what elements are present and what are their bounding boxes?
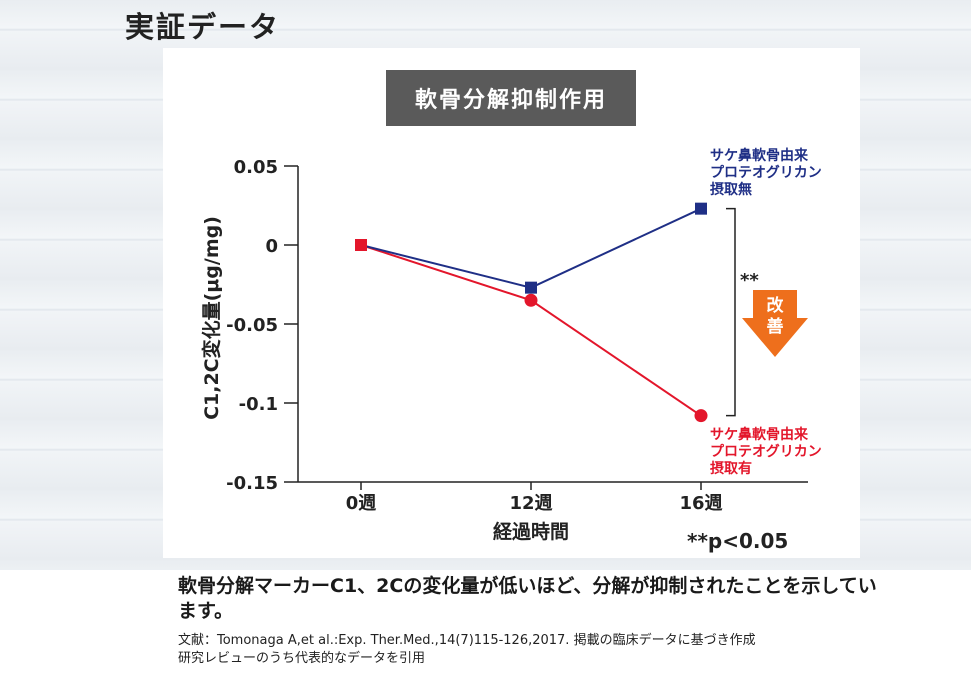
improvement-arrow — [742, 290, 808, 357]
y-tick-label: 0 — [265, 236, 278, 257]
y-axis-label: C1,2C変化量(μg/mg) — [200, 216, 223, 420]
data-point — [694, 409, 708, 423]
y-ticks: 0.05 0 -0.05 -0.1 -0.15 — [226, 157, 298, 494]
y-tick-label: -0.05 — [226, 315, 278, 336]
x-ticks: 0週 12週 16週 — [346, 482, 723, 514]
series-line-without — [360, 207, 702, 289]
series-label-line: サケ鼻軟骨由来 — [710, 147, 809, 164]
x-tick-label: 12週 — [509, 493, 552, 514]
reference-text: 文献：Tomonaga A,et al.:Exp. Ther.Med.,14(7… — [178, 632, 898, 668]
significance-bracket — [726, 207, 736, 417]
x-tick-label: 0週 — [346, 493, 377, 514]
chart-annotations: ** 改善 **p<0.05 — [687, 207, 808, 553]
y-tick-label: -0.1 — [239, 394, 278, 415]
series-label-line: サケ鼻軟骨由来 — [710, 426, 809, 443]
improvement-text-2: 善 — [767, 316, 784, 337]
data-point — [524, 293, 538, 307]
series-label-line: 摂取無 — [710, 181, 752, 198]
x-axis-label: 経過時間 — [493, 520, 569, 543]
p-value-note: **p<0.05 — [687, 529, 788, 553]
chart-panel — [163, 48, 860, 558]
series-label-line: 摂取有 — [710, 460, 752, 477]
data-point — [525, 281, 537, 294]
data-point — [355, 239, 367, 251]
series-label-line: プロテオグリカン — [710, 443, 822, 460]
data-point — [695, 202, 707, 215]
reference-line-2: 研究レビューのうち代表的なデータを引用 — [178, 651, 426, 666]
y-tick-label: -0.15 — [226, 473, 278, 494]
series-lines — [360, 207, 702, 417]
chart-axes: 経過時間 C1,2C変化量(μg/mg) — [200, 166, 808, 543]
caption-text: 軟骨分解マーカーC1、2Cの変化量が低いほど、分解が抑制されたことを示しています… — [178, 575, 877, 622]
chart-title: 軟骨分解抑制作用 — [386, 70, 636, 126]
improvement-text-1: 改 — [767, 295, 785, 316]
series-line-with — [360, 244, 702, 417]
y-tick-label: 0.05 — [234, 157, 278, 178]
series-markers — [355, 202, 708, 423]
series-label-line: プロテオグリカン — [710, 164, 822, 181]
significance-stars: ** — [740, 270, 759, 291]
x-tick-label: 16週 — [679, 493, 722, 514]
reference-line-1: 文献：Tomonaga A,et al.:Exp. Ther.Med.,14(7… — [178, 633, 756, 648]
page-title: 実証データ — [125, 10, 281, 44]
